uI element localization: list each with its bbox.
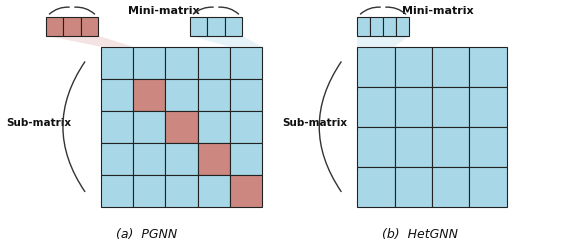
Bar (383, 17, 396, 36)
Bar (198, 175, 230, 207)
Bar (207, 17, 225, 36)
Bar (190, 17, 207, 36)
Bar (469, 167, 507, 207)
Bar (395, 47, 432, 87)
Bar (46, 17, 63, 36)
Text: Sub-matrix: Sub-matrix (6, 118, 71, 128)
Bar (396, 17, 409, 36)
Bar (395, 167, 432, 207)
Bar (133, 47, 165, 79)
Bar (165, 111, 198, 143)
Bar (101, 47, 133, 79)
Bar (432, 87, 469, 127)
Polygon shape (190, 36, 262, 47)
Bar (432, 127, 469, 167)
Bar (230, 143, 262, 175)
Text: Mini-matrix: Mini-matrix (128, 6, 200, 16)
Bar (469, 87, 507, 127)
Bar (395, 127, 432, 167)
Bar (198, 143, 230, 175)
Bar (198, 111, 230, 143)
Bar (230, 79, 262, 111)
Text: Mini-matrix: Mini-matrix (402, 6, 473, 16)
Bar (469, 127, 507, 167)
Bar (165, 143, 198, 175)
Text: (b)  HetGNN: (b) HetGNN (382, 228, 458, 241)
Polygon shape (46, 36, 133, 47)
Bar (133, 175, 165, 207)
Bar (198, 79, 230, 111)
Bar (101, 79, 133, 111)
Bar (357, 127, 395, 167)
Bar (133, 79, 165, 111)
Bar (165, 47, 198, 79)
Bar (395, 87, 432, 127)
Bar (101, 143, 133, 175)
Bar (225, 17, 242, 36)
Bar (230, 47, 262, 79)
Bar (81, 17, 98, 36)
Bar (133, 143, 165, 175)
Bar (101, 175, 133, 207)
Bar (198, 47, 230, 79)
Bar (357, 17, 370, 36)
Polygon shape (357, 36, 409, 47)
Bar (469, 47, 507, 87)
Bar (133, 111, 165, 143)
Bar (230, 175, 262, 207)
Bar (165, 79, 198, 111)
Bar (432, 47, 469, 87)
Bar (357, 167, 395, 207)
Text: (a)  PGNN: (a) PGNN (116, 228, 177, 241)
Bar (230, 111, 262, 143)
Bar (165, 175, 198, 207)
Text: Sub-matrix: Sub-matrix (282, 118, 347, 128)
Bar (101, 111, 133, 143)
Bar (432, 167, 469, 207)
Bar (63, 17, 81, 36)
Bar (357, 87, 395, 127)
Bar (370, 17, 383, 36)
Bar (357, 47, 395, 87)
